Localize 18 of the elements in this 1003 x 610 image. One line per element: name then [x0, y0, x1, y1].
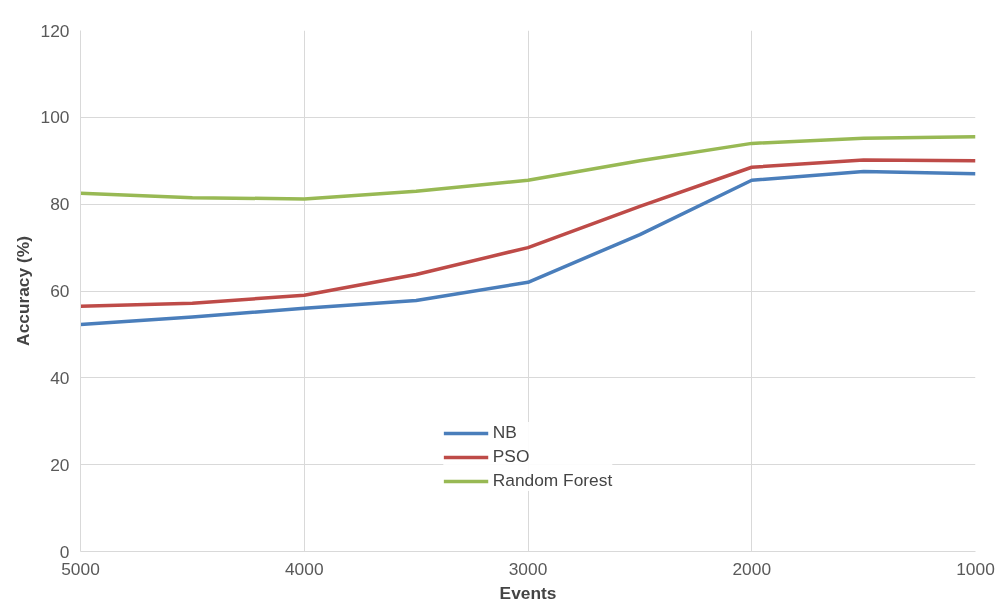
y-tick-label: 20 — [50, 454, 70, 475]
legend-label: PSO — [492, 446, 530, 467]
y-tick-label: 40 — [50, 367, 70, 388]
y-tick-label: 80 — [50, 194, 70, 215]
legend-label: NB — [492, 422, 517, 443]
line-series — [80, 135, 976, 201]
x-tick-label: 2000 — [732, 558, 772, 579]
x-tick-label: 3000 — [508, 558, 548, 579]
line-series — [80, 158, 976, 308]
y-tick-label: 120 — [40, 20, 70, 41]
x-axis-title: Events — [499, 582, 557, 603]
y-tick-label: 60 — [50, 281, 70, 301]
y-tick-label: 100 — [40, 107, 70, 128]
legend-label: Random Forest — [492, 470, 613, 491]
x-tick-label: 1000 — [956, 558, 995, 579]
line-series — [80, 169, 976, 327]
x-tick-label: 4000 — [284, 558, 324, 579]
y-axis-title: Accuracy (%) — [12, 236, 33, 346]
